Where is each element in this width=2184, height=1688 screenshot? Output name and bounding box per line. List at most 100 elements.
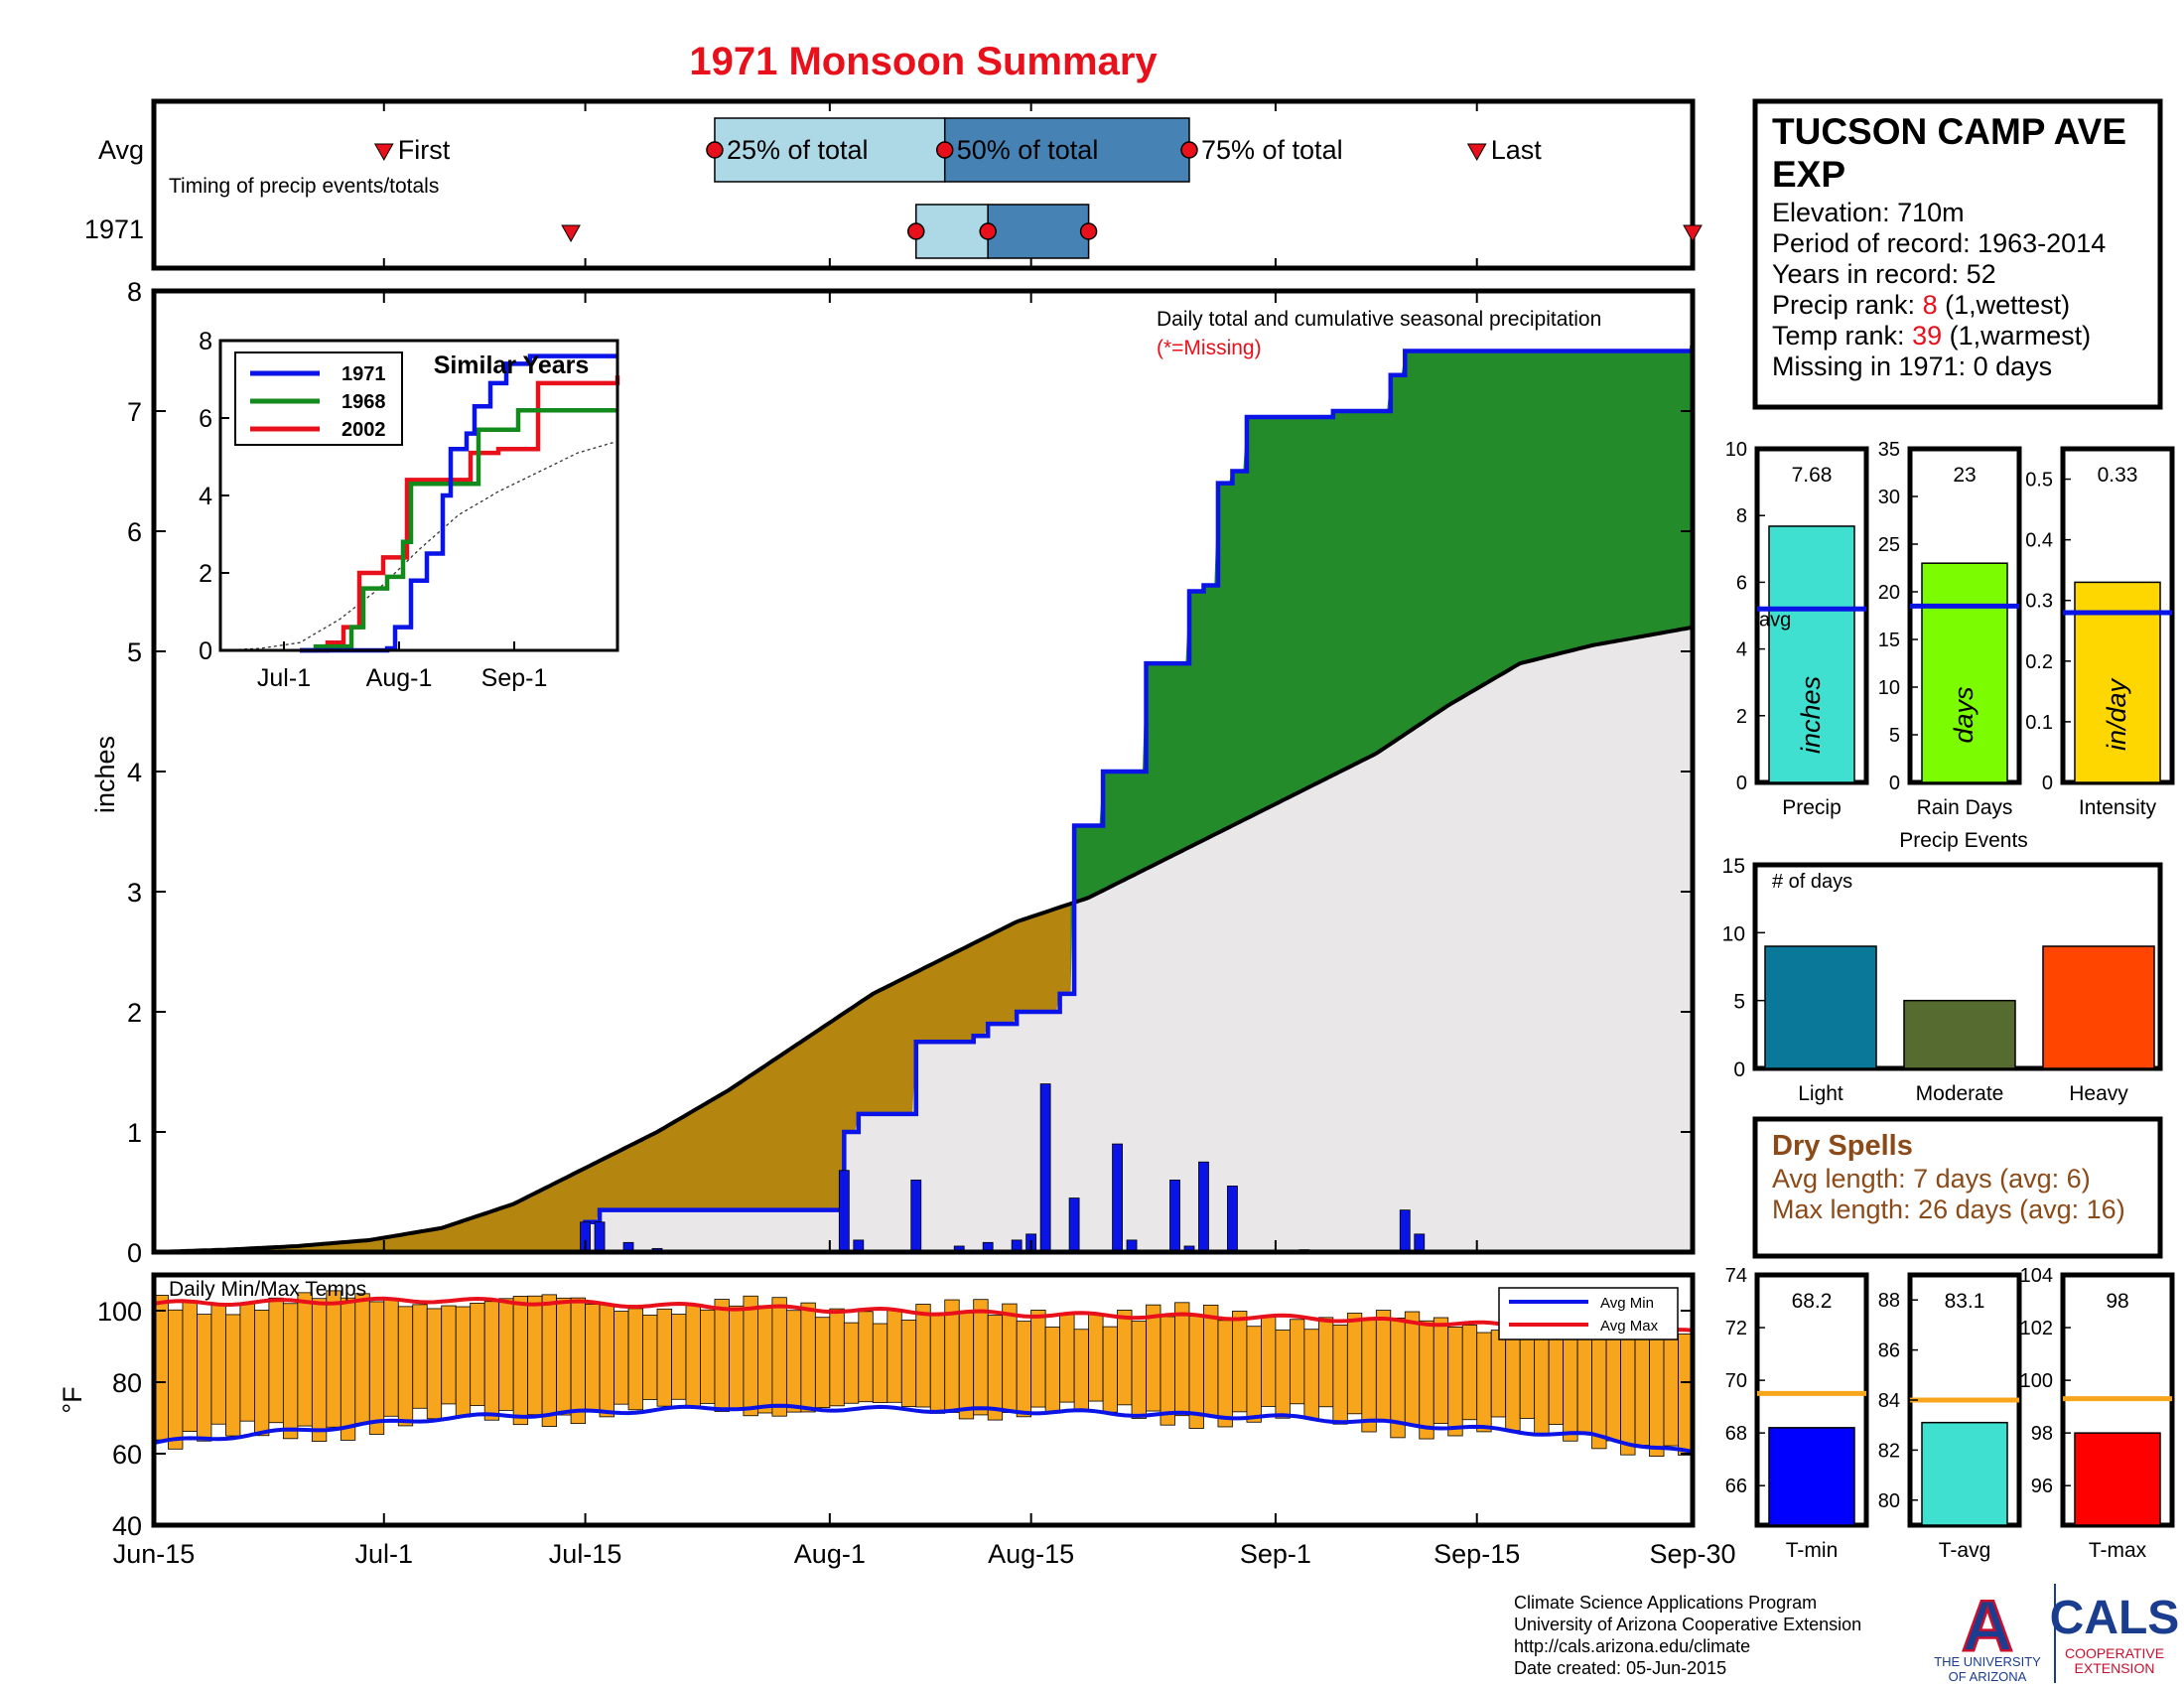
- temp-range-bar: [1332, 1324, 1348, 1425]
- temp-summary-t-min: 68.2 T-min 66 68 70 72 74: [1725, 1265, 1869, 1562]
- temp-range-bar: [785, 1310, 802, 1413]
- summary-unit: days: [1949, 686, 1979, 743]
- temp-range-bar: [455, 1306, 472, 1418]
- temp-ylabel: °F: [58, 1386, 87, 1413]
- daily-precip-bar: [1399, 1209, 1411, 1253]
- summary-unit: inches: [1796, 676, 1826, 754]
- legend-avg-min: Avg Min: [1600, 1295, 1654, 1312]
- temp-range-bar: [1447, 1327, 1463, 1437]
- summary-tick-label: 6: [1736, 572, 1747, 594]
- summary-tick-label: 0.2: [2025, 651, 2053, 673]
- summary-tick-label: 0.4: [2025, 530, 2053, 552]
- ua-line1: THE UNIVERSITY: [1934, 1654, 2041, 1669]
- year-50-75-box: [987, 204, 1090, 259]
- daily-precip-bar: [1198, 1161, 1209, 1253]
- temp-range-bar: [1232, 1311, 1248, 1413]
- summary-bar: [1921, 562, 2008, 783]
- temp-range-bar: [182, 1300, 198, 1433]
- temp-range-bar: [843, 1322, 860, 1404]
- temp-range-bar: [1476, 1332, 1492, 1433]
- temp-range-bar: [915, 1304, 931, 1408]
- temp-summary-tick-label: 100: [2020, 1370, 2053, 1392]
- summary-value: 7.68: [1792, 464, 1833, 487]
- station-period: Period of record: 1963-2014: [1772, 228, 2106, 258]
- inset-y-tick-label: 6: [199, 405, 212, 433]
- daily-precip-bar: [1169, 1180, 1180, 1253]
- inset-avg-line: [219, 440, 618, 651]
- footer-line3: http://cals.arizona.edu/climate: [1514, 1636, 1750, 1656]
- y-tick-label: 1: [127, 1118, 142, 1148]
- temp-range-bar: [326, 1290, 341, 1428]
- temp-range-bar: [397, 1306, 414, 1427]
- temp-range-bar: [1663, 1334, 1679, 1447]
- year-last-marker: [1683, 224, 1703, 243]
- temp-range-bar: [426, 1308, 443, 1420]
- precip-axis-ticks: 0 1 2 3 4 5 6 7 8: [127, 277, 1694, 1268]
- similar-years-lines: [219, 353, 620, 653]
- temp-range-bar: [1261, 1317, 1277, 1407]
- temp-summary-tick-label: 72: [1725, 1318, 1747, 1339]
- temp-summary-bar: [2074, 1432, 2161, 1526]
- temp-range-bar: [800, 1302, 816, 1413]
- temp-summary-label: T-min: [1786, 1539, 1839, 1562]
- temp-range-bar: [1534, 1331, 1550, 1435]
- temp-range-bar: [282, 1303, 299, 1440]
- temp-range-bar: [1461, 1325, 1478, 1421]
- inset-legend-1971: 1971: [341, 363, 386, 385]
- avg-q75-marker: [1180, 141, 1198, 159]
- precip-areas: [153, 329, 1696, 1255]
- temp-range-bar: [858, 1311, 874, 1403]
- temp-range-bar: [368, 1301, 385, 1435]
- temp-axis-ticks: 40 60 80 100 Jun-15 Jul-1 Jul-15 Aug-1 Aug-15 Sep…: [97, 1297, 1736, 1569]
- ua-logo-letter: A: [1962, 1587, 2013, 1666]
- temp-range-bar: [1346, 1313, 1363, 1415]
- summary-value: 0.33: [2098, 464, 2138, 487]
- temp-range-bar: [1160, 1316, 1175, 1426]
- inset-2002-line: [300, 375, 620, 653]
- summary-tick-label: 2: [1736, 706, 1747, 728]
- avg-q25-marker: [706, 141, 724, 159]
- summary-unit: in/day: [2102, 677, 2131, 751]
- summary-tick-label: 4: [1736, 639, 1747, 661]
- daily-precip-bar: [1039, 1083, 1051, 1253]
- temp-range-bar: [671, 1314, 687, 1400]
- summary-tick-label: 35: [1878, 439, 1900, 461]
- daily-precip-bar: [1227, 1186, 1238, 1253]
- timing-marks: [153, 101, 1703, 268]
- temp-summary-value: 98: [2106, 1290, 2128, 1313]
- summary-tick-label: 8: [1736, 505, 1747, 527]
- x-tick-label: Sep-1: [1240, 1539, 1311, 1569]
- timing-last-label: Last: [1491, 135, 1543, 165]
- temp-summary-bar: [1921, 1421, 2008, 1526]
- precip-missing-note: (*=Missing): [1157, 337, 1262, 359]
- temp-title: Daily Min/Max Temps: [169, 1278, 366, 1301]
- temp-range-bar: [987, 1315, 1004, 1421]
- cals-logo-text: CALS: [2050, 1592, 2180, 1644]
- cals-line1: COOPERATIVE: [2065, 1645, 2164, 1661]
- avg-cumulative-area: [154, 627, 1693, 1252]
- year-first-marker: [561, 224, 581, 243]
- temp-range-bar: [441, 1305, 457, 1405]
- summary-panel-intensity: 0.33 in/day Intensity 0 0.1 0.2 0.3 0.4 0.5: [2025, 446, 2175, 819]
- temp-summary-value: 68.2: [1792, 1290, 1833, 1313]
- temp-range-bar: [1102, 1326, 1118, 1413]
- temp-range-bar: [642, 1315, 658, 1400]
- daily-precip-bar: [594, 1221, 606, 1253]
- daily-precip-bar: [910, 1180, 922, 1253]
- y-tick-label: 8: [127, 277, 142, 307]
- timing-q50-label: 50% of total: [957, 135, 1099, 165]
- temp-range-bar: [570, 1297, 586, 1425]
- temp-summary-panels: 68.2 T-min 66 68 70 72 74 83.1 T-avg 80 82 84 86 88 98…: [1725, 1265, 2175, 1562]
- avg-last-marker: [1466, 143, 1487, 162]
- footer-line4: Date created: 05-Jun-2015: [1514, 1658, 1726, 1678]
- temp-range-bar: [1605, 1322, 1621, 1442]
- x-tick-label: Jul-1: [355, 1539, 414, 1569]
- x-tick-label: Jun-15: [113, 1539, 196, 1569]
- temp-range-bar: [614, 1311, 629, 1405]
- precip-chart: 0 1 2 3 4 5 6 7 8 inches Daily total and cumulat…: [90, 277, 1696, 1268]
- events-bar-moderate: [1903, 999, 2016, 1069]
- timing-q25-label: 25% of total: [727, 135, 869, 165]
- temp-range-bar: [973, 1299, 989, 1416]
- summary-tick-label: 0.5: [2025, 470, 2053, 492]
- events-bars: Light Moderate Heavy 0 5 10 15: [1722, 855, 2155, 1105]
